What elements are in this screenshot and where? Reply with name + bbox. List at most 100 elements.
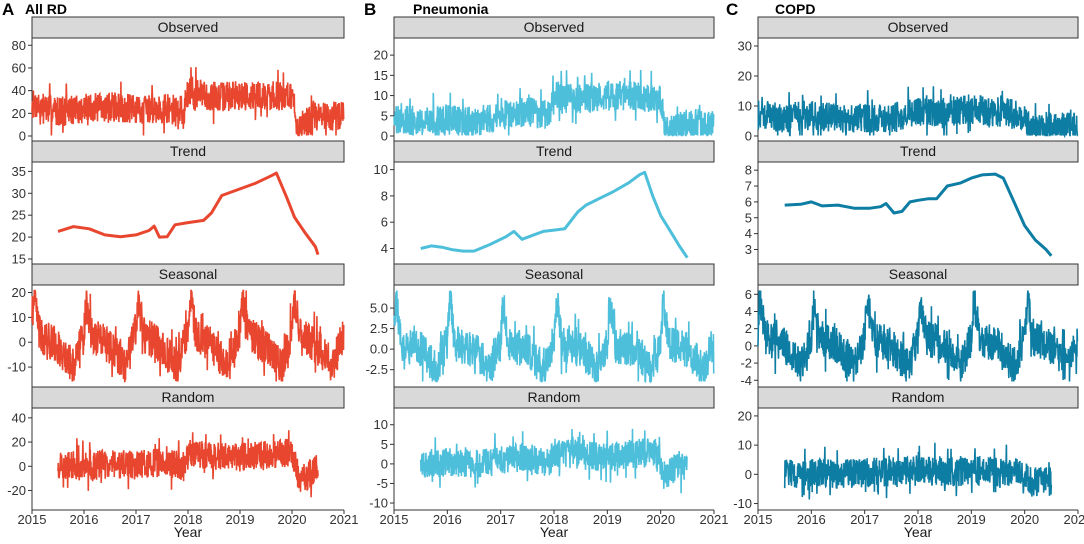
x-axis: 2015 2016 2017 2018 2019 2020 2021 Year (744, 509, 1084, 540)
y-tick-label: 30 (12, 186, 26, 201)
y-tick-label: 15 (374, 68, 388, 83)
facet-strip (757, 263, 1079, 286)
y-tick-label: 20 (12, 106, 26, 121)
y-tick-label: 0 (745, 467, 752, 482)
facet-strip-label: Observed (888, 19, 949, 35)
x-tick-label: 2017 (850, 512, 879, 527)
facet-strip-label: Observed (158, 19, 219, 35)
panel-letter: B (364, 0, 376, 19)
facet-strip-label: Seasonal (525, 266, 583, 282)
facet-strip (393, 140, 715, 163)
panel-letter: C (726, 0, 738, 19)
x-tick-label: 2018 (540, 512, 569, 527)
x-tick-label: 2021 (700, 512, 729, 527)
facet-strip (31, 263, 345, 286)
y-tick-label: 25 (12, 208, 26, 223)
panel-c: C COPDObserved0102030Trend345678Seasonal-… (726, 0, 1084, 540)
facet-strip (31, 386, 345, 409)
x-tick-label: 2017 (486, 512, 515, 527)
x-tick-label: 2015 (380, 512, 409, 527)
y-tick-label: 0 (381, 129, 388, 144)
y-tick-label: 3 (745, 242, 752, 257)
trend-line (57, 171, 320, 256)
y-tick-label: 40 (12, 83, 26, 98)
x-tick-label: 2016 (797, 512, 826, 527)
y-tick-label: 0 (19, 459, 26, 474)
y-tick-label: -4 (740, 373, 752, 388)
y-tick-label: 10 (12, 310, 26, 325)
y-tick-label: 8 (381, 188, 388, 203)
y-tick-label: 35 (12, 164, 26, 179)
x-tick-label: 2017 (122, 512, 151, 527)
y-tick-label: -10 (733, 496, 752, 511)
y-tick-label: 5 (745, 210, 752, 225)
y-tick-label: 60 (12, 60, 26, 75)
facet-strip (757, 140, 1079, 163)
y-tick-label: -10 (7, 360, 26, 375)
x-tick-label: 2018 (904, 512, 933, 527)
x-tick-label: 2021 (330, 512, 359, 527)
y-tick-label: 80 (12, 38, 26, 53)
panel-title: All RD (25, 1, 67, 17)
y-tick-label: 5 (381, 437, 388, 452)
y-tick-label: 0 (745, 338, 752, 353)
facet-strip-label: Trend (536, 143, 572, 159)
facet-strip-label: Random (892, 389, 945, 405)
series-line (783, 442, 1053, 500)
panel-title: Pneumonia (413, 1, 489, 17)
series-line (757, 290, 1079, 382)
facet-strip (393, 386, 715, 409)
x-tick-label: 2019 (957, 512, 986, 527)
x-axis-title: Year (174, 524, 203, 539)
y-tick-label: 0 (19, 129, 26, 144)
y-tick-label: -20 (7, 483, 26, 498)
x-axis-title: Year (540, 524, 569, 539)
facet-observed: Observed 0 20 40 60 80 (12, 16, 345, 144)
y-tick-label: 6 (745, 194, 752, 209)
facet-observed: Observed 0 10 20 30 (738, 16, 1079, 144)
y-tick-label: 10 (374, 162, 388, 177)
series-line (393, 69, 715, 137)
x-tick-label: 2020 (1010, 512, 1039, 527)
facet-strip (393, 263, 715, 286)
x-tick-label: 2015 (744, 512, 773, 527)
y-tick-label: 20 (374, 48, 388, 63)
y-tick-label: 2.5 (370, 321, 388, 336)
x-tick-label: 2018 (174, 512, 203, 527)
y-tick-label: 0.0 (370, 342, 388, 357)
facet-trend: Trend 15 20 25 30 35 (12, 140, 345, 267)
y-tick-label: 5.0 (370, 301, 388, 316)
y-tick-label: 7 (745, 179, 752, 194)
y-tick-label: 4 (745, 304, 752, 319)
facet-random: Random -10 -5 0 5 10 (369, 386, 715, 511)
y-tick-label: 4 (745, 226, 752, 241)
x-tick-label: 2015 (18, 512, 47, 527)
trend-line (420, 170, 689, 259)
x-tick-label: 2016 (433, 512, 462, 527)
facet-random: Random -10 0 10 20 (733, 386, 1079, 511)
x-axis: 2015 2016 2017 2018 2019 2020 2021 Year (18, 509, 359, 540)
series-line (31, 67, 345, 137)
facet-strip-label: Seasonal (889, 266, 947, 282)
y-tick-label: 20 (12, 435, 26, 450)
x-tick-label: 2021 (1064, 512, 1084, 527)
trend-line (784, 172, 1053, 257)
facet-strip-label: Random (528, 389, 581, 405)
y-tick-label: 20 (738, 408, 752, 423)
y-tick-label: -10 (369, 496, 388, 511)
facet-trend: Trend 4 6 8 10 (374, 140, 715, 264)
y-tick-label: -2 (740, 356, 752, 371)
x-tick-label: 2019 (226, 512, 255, 527)
series-line (757, 86, 1079, 139)
y-tick-label: 10 (374, 417, 388, 432)
panel-b: B Pneumonia Observed 0 5 10 15 20 Trend 4 6 8 10 Seas… (364, 0, 729, 540)
series-line (57, 430, 319, 498)
y-tick-label: 10 (738, 438, 752, 453)
facet-random: Random -20 0 20 40 (7, 386, 345, 510)
y-tick-label: -2.5 (366, 362, 388, 377)
y-tick-label: 20 (12, 285, 26, 300)
y-tick-label: 30 (738, 39, 752, 54)
